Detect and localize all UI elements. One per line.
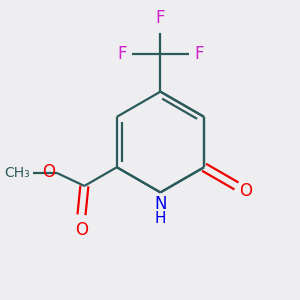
Text: CH₃: CH₃	[4, 166, 30, 180]
Text: O: O	[239, 182, 252, 200]
Text: N: N	[154, 195, 167, 213]
Text: F: F	[194, 45, 204, 63]
Text: F: F	[117, 45, 126, 63]
Text: H: H	[155, 211, 166, 226]
Text: F: F	[156, 10, 165, 28]
Text: O: O	[75, 221, 88, 239]
Text: O: O	[42, 163, 55, 181]
